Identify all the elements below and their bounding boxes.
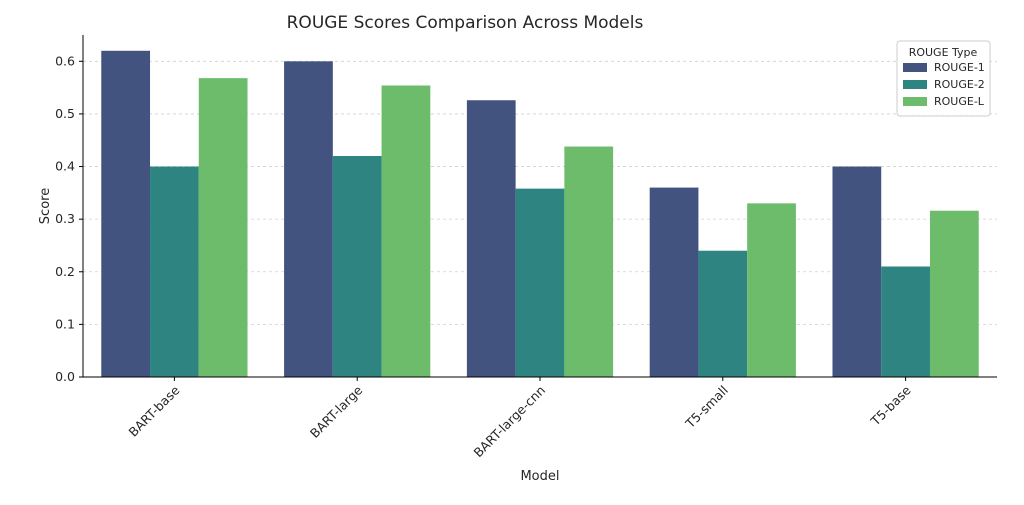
legend-title: ROUGE Type — [909, 46, 978, 59]
bar-rouge-2-bart-base — [150, 166, 199, 377]
x-tick-label: T5-base — [867, 382, 914, 429]
bar-rouge-l-t5-base — [929, 210, 979, 377]
legend-label-rouge-l: ROUGE-L — [934, 95, 985, 108]
y-tick-label: 0.0 — [55, 369, 75, 384]
legend-swatch-rouge-1 — [903, 63, 927, 72]
legend-swatch-rouge-l — [903, 97, 927, 106]
legend-label-rouge-1: ROUGE-1 — [934, 61, 985, 74]
bar-rouge-l-bart-base — [198, 78, 248, 377]
bar-rouge-1-bart-base — [101, 50, 151, 378]
bar-rouge-1-t5-base — [832, 166, 882, 377]
legend-items: ROUGE-1 ROUGE-2 ROUGE-L — [903, 61, 985, 108]
bar-rouge-2-bart-large-cnn — [515, 188, 565, 377]
x-tick-label: BART-large — [307, 382, 366, 441]
y-axis-label: Score — [38, 188, 53, 224]
legend-label-rouge-2: ROUGE-2 — [934, 78, 985, 91]
bar-rouge-l-bart-large — [381, 85, 431, 377]
bar-rouge-1-bart-large-cnn — [466, 100, 516, 378]
bar-rouge-l-t5-small — [747, 203, 796, 377]
legend: ROUGE Type ROUGE-1 ROUGE-2 ROUGE-L — [896, 40, 991, 117]
bar-rouge-1-bart-large — [284, 61, 333, 378]
y-tick-label: 0.4 — [55, 159, 75, 174]
x-tick-label: BART-large-cnn — [470, 383, 548, 461]
bar-rouge-1-t5-small — [649, 187, 699, 377]
y-ticks: 0.0 0.1 0.2 0.3 0.4 0.5 0.6 — [55, 53, 83, 384]
bar-rouge-2-t5-small — [698, 250, 748, 377]
legend-swatch-rouge-2 — [903, 80, 927, 89]
y-tick-label: 0.3 — [55, 211, 75, 226]
y-tick-label: 0.1 — [55, 316, 75, 331]
x-tick-label: BART-base — [125, 382, 182, 439]
x-tick-label: T5-small — [682, 383, 731, 432]
x-axis-label: Model — [520, 469, 559, 484]
y-tick-label: 0.5 — [55, 106, 75, 121]
bar-rouge-2-t5-base — [881, 266, 930, 377]
y-tick-label: 0.2 — [55, 264, 75, 279]
bar-rouge-l-bart-large-cnn — [564, 146, 614, 377]
x-ticks: BART-base BART-large BART-large-cnn T5-smal… — [125, 377, 914, 461]
chart-title: ROUGE Scores Comparison Across Models — [287, 13, 644, 33]
bar-rouge-2-bart-large — [332, 156, 382, 377]
bars — [101, 50, 979, 378]
y-tick-label: 0.6 — [55, 53, 75, 68]
